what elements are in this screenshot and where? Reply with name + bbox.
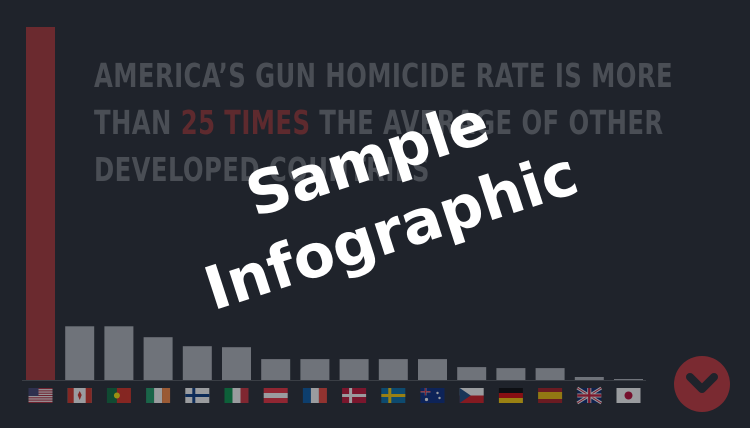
headline-part2: THE AVERAGE OF OTHER DEVELOPED COUNTRIES bbox=[94, 103, 664, 189]
bar-australia bbox=[418, 359, 447, 380]
flag-czech-icon bbox=[459, 388, 484, 403]
bar-czech-republic bbox=[457, 367, 487, 380]
flag-ireland-icon bbox=[146, 388, 171, 403]
bar-ireland bbox=[143, 337, 173, 380]
bar-portugal bbox=[104, 326, 134, 380]
bar-canada bbox=[65, 326, 95, 380]
flag-uk-icon bbox=[576, 386, 603, 405]
flag-italy-icon bbox=[224, 388, 249, 403]
flags-group bbox=[28, 386, 641, 405]
bar-denmark bbox=[339, 359, 369, 380]
flag-finland-icon bbox=[185, 388, 210, 403]
chevron-down-icon bbox=[686, 373, 718, 393]
flag-japan-icon bbox=[616, 388, 641, 403]
flag-sweden-icon bbox=[381, 388, 406, 403]
flag-denmark-icon bbox=[342, 388, 367, 403]
bar-germany bbox=[496, 368, 526, 380]
headline-accent: 25 TIMES bbox=[180, 103, 311, 142]
headline-part1: AMERICA’S GUN HOMICIDE RATE IS MORE THAN bbox=[94, 56, 674, 142]
headline: AMERICA’S GUN HOMICIDE RATE IS MORE THAN… bbox=[94, 52, 734, 193]
bar-france bbox=[300, 359, 330, 380]
bar-austria bbox=[261, 359, 291, 380]
scroll-down-button[interactable] bbox=[674, 356, 730, 412]
bar-united-states bbox=[26, 27, 55, 380]
flag-us-icon bbox=[28, 388, 53, 403]
bar-united-kingdom bbox=[574, 377, 604, 380]
flag-portugal-icon bbox=[106, 388, 131, 403]
flag-germany-icon bbox=[498, 388, 523, 403]
bar-japan bbox=[614, 379, 643, 380]
flag-australia-icon bbox=[420, 388, 445, 403]
flag-france-icon bbox=[302, 388, 327, 403]
bars-group bbox=[26, 27, 643, 380]
bar-italy bbox=[222, 347, 251, 380]
flag-canada-icon bbox=[67, 388, 92, 403]
bar-spain bbox=[535, 368, 565, 380]
bar-sweden bbox=[378, 359, 408, 380]
bar-finland bbox=[182, 346, 212, 380]
flag-spain-icon bbox=[538, 388, 563, 403]
flag-austria-icon bbox=[263, 388, 288, 403]
